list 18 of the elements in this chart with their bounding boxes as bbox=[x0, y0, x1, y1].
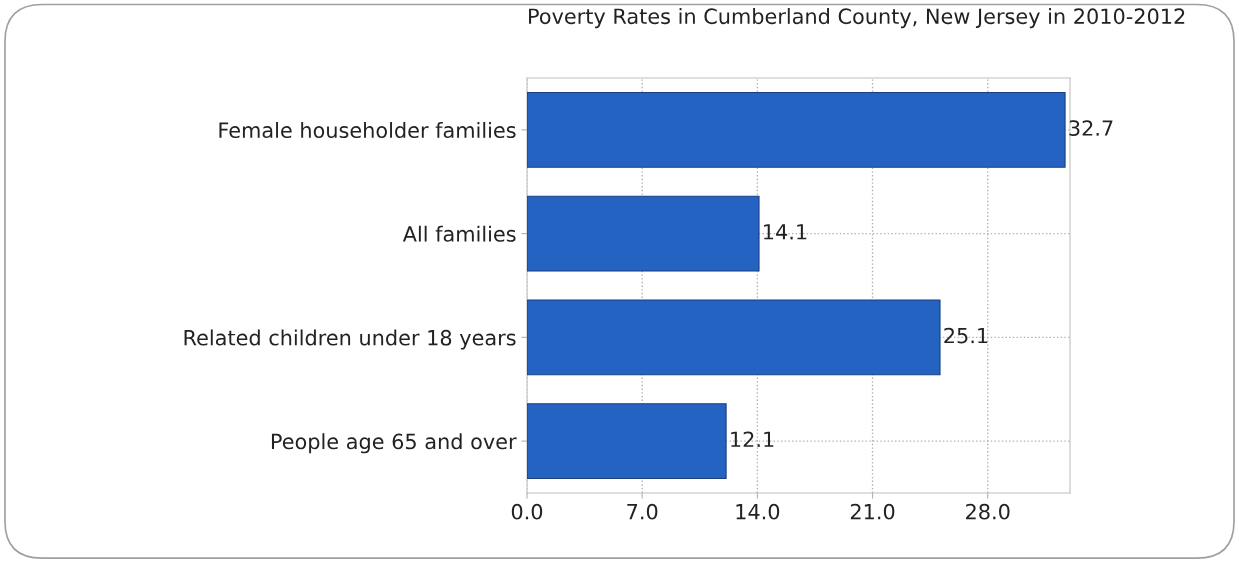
data-label: 32.7 bbox=[1069, 120, 1113, 136]
x-tick-label: 14.0 bbox=[736, 503, 780, 520]
y-tick-label: Related children under 18 years bbox=[184, 329, 516, 350]
x-tick-label: 28.0 bbox=[966, 503, 1010, 520]
x-tick-label: 21.0 bbox=[850, 503, 895, 520]
data-label: 14.1 bbox=[764, 224, 807, 240]
y-tick-label: People age 65 and over bbox=[271, 433, 517, 454]
bar bbox=[527, 195, 760, 272]
x-tick-label: 7.0 bbox=[627, 503, 658, 520]
y-tick-label: Female householder families bbox=[219, 121, 516, 139]
bar bbox=[527, 403, 727, 480]
data-label: 12.1 bbox=[731, 431, 774, 447]
bar bbox=[527, 91, 1066, 168]
y-tick-label: All families bbox=[402, 225, 516, 242]
data-label: 25.1 bbox=[944, 327, 988, 344]
x-tick-label: 0.0 bbox=[511, 503, 543, 520]
chart-title: Poverty Rates in Cumberland County, New Jersey in 2010-2012 bbox=[529, 8, 1185, 29]
bar bbox=[527, 299, 941, 376]
